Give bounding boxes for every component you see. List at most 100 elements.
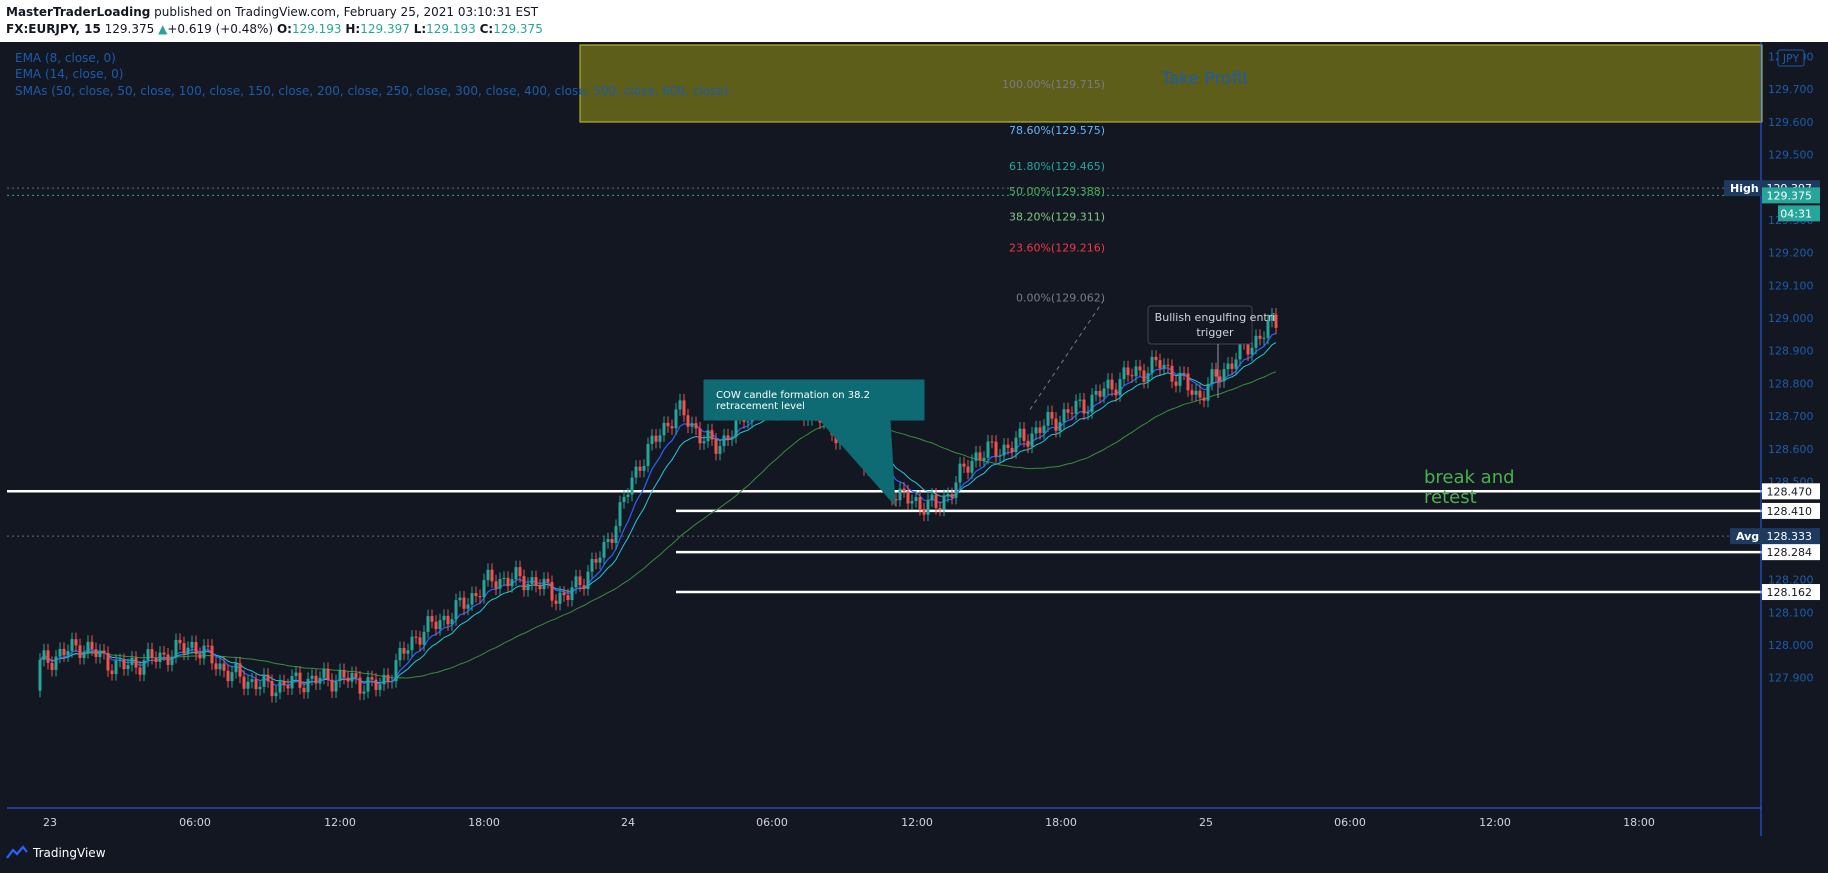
candle-body [54,656,58,670]
candle-body [1042,425,1046,433]
candle-body [986,441,990,458]
candle-body [478,596,482,598]
price-tick-label: 129.500 [1768,149,1814,162]
candle-body [934,494,938,509]
candle-body [430,616,434,622]
candle-body [1066,409,1070,413]
candle-body [1270,314,1274,321]
candle-body [1038,427,1042,433]
candle-body [422,631,426,645]
candle-body [394,660,398,682]
candle-body [1194,390,1198,395]
candle-body [334,681,338,692]
cow-callout-text-2: retracement level [716,401,805,412]
candle-body [1150,356,1154,374]
candle-body [274,692,278,697]
candle-body [618,502,622,527]
candle-body [534,577,538,586]
candle-body [1010,447,1014,453]
candle-body [1258,335,1262,339]
candle-body [666,422,670,427]
candle-body [202,645,206,659]
candle-body [494,581,498,589]
candle-body [70,639,74,652]
candle-body [622,496,626,503]
break-retest-text-2: retest [1424,487,1477,508]
time-tick-label: 25 [1199,816,1213,829]
candle-body [154,657,158,662]
candle-body [402,648,406,654]
candle-body [1254,335,1258,348]
candle-body [1246,343,1250,355]
candle-body [682,400,686,416]
currency-label: JPY [1782,52,1800,65]
candle-body [158,652,162,662]
candle-body [1050,412,1054,419]
candle-body [646,444,650,466]
candle-body [190,641,194,648]
candle-body [686,415,690,427]
candle-body [662,422,666,436]
candle-body [902,488,906,492]
candle-body [570,587,574,600]
symbol-label: FX:EURJPY, 15 [6,22,101,36]
time-axis[interactable]: 23 06:00 12:00 18:00 24 06:00 12:00 18:00 25 06:0… [7,807,1761,829]
candle-body [1190,390,1194,395]
candle-body [1182,372,1186,374]
close-value: 129.375 [493,22,543,36]
candle-body [1006,444,1010,448]
candle-body [270,681,274,697]
candle-body [950,494,954,498]
tradingview-brand[interactable]: TradingView [33,846,106,860]
author-name[interactable]: MasterTraderLoading [6,5,151,19]
indicator-ema8[interactable]: EMA (8, close, 0) [15,51,116,65]
candle-body [482,580,486,598]
candle-body [974,452,978,461]
candle-body [1014,437,1018,453]
candle-body [238,663,242,677]
candle-body [578,576,582,586]
time-tick-label: 06:00 [756,816,788,829]
candle-body [1262,337,1266,339]
candle-body [58,648,62,657]
candle-body [670,426,674,429]
candle-body [418,637,422,645]
publish-line: MasterTraderLoading published on Trading… [6,5,538,19]
candle-body [638,466,642,471]
candle-body [502,577,506,580]
candle-body [678,400,682,410]
indicator-ema14[interactable]: EMA (14, close, 0) [15,67,124,81]
time-tick-label: 12:00 [1479,816,1511,829]
price-tick-label: 129.200 [1768,247,1814,260]
price-axis[interactable]: 127.900128.000128.100128.200128.300128.4… [1724,42,1820,836]
candle-body [94,649,98,657]
candle-body [1070,412,1074,414]
candle-body [574,576,578,588]
candle-body [138,667,142,675]
indicator-smas[interactable]: SMAs (50, close, 50, close, 100, close, … [15,84,729,98]
candle-body [702,441,706,444]
open-label: O: [276,22,292,36]
candle-body [110,670,114,675]
candle-body [938,508,942,510]
fib-trend-line [1029,298,1106,410]
candle-body [230,672,234,682]
candle-body [658,435,662,442]
candle-body [526,583,530,591]
candle-body [290,676,294,689]
candle-body [510,579,514,587]
candle-body [1098,390,1102,397]
time-tick-label: 06:00 [179,816,211,829]
candle-body [906,491,910,504]
candle-body [538,585,542,590]
open-value: 129.193 [291,22,342,36]
level-tag-bg [1762,483,1820,500]
take-profit-zone [579,44,1763,123]
candle-body [146,649,150,661]
avg-tag-value: 128.333 [1767,530,1813,543]
candle-body [46,650,50,663]
candle-body [930,494,934,501]
candle-body [514,567,518,580]
fibonacci-layer: 100.00%(129.715) 78.60%(129.575) 61.80%(12… [1002,78,1106,410]
